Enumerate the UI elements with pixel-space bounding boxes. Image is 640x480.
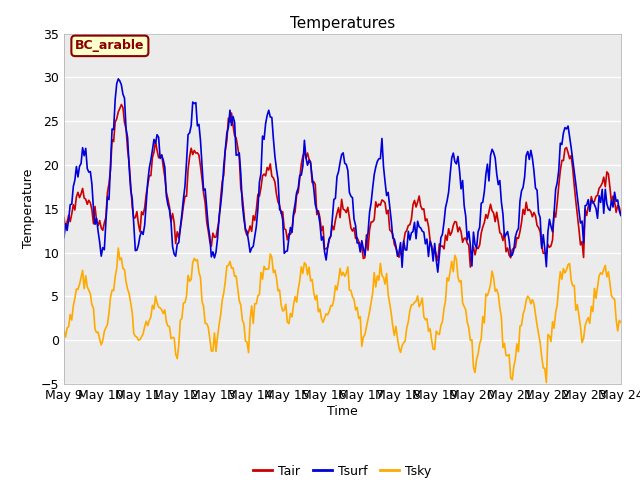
Text: BC_arable: BC_arable (75, 39, 145, 52)
Y-axis label: Temperature: Temperature (22, 169, 35, 249)
X-axis label: Time: Time (327, 405, 358, 418)
Legend: Tair, Tsurf, Tsky: Tair, Tsurf, Tsky (248, 460, 436, 480)
Title: Temperatures: Temperatures (290, 16, 395, 31)
